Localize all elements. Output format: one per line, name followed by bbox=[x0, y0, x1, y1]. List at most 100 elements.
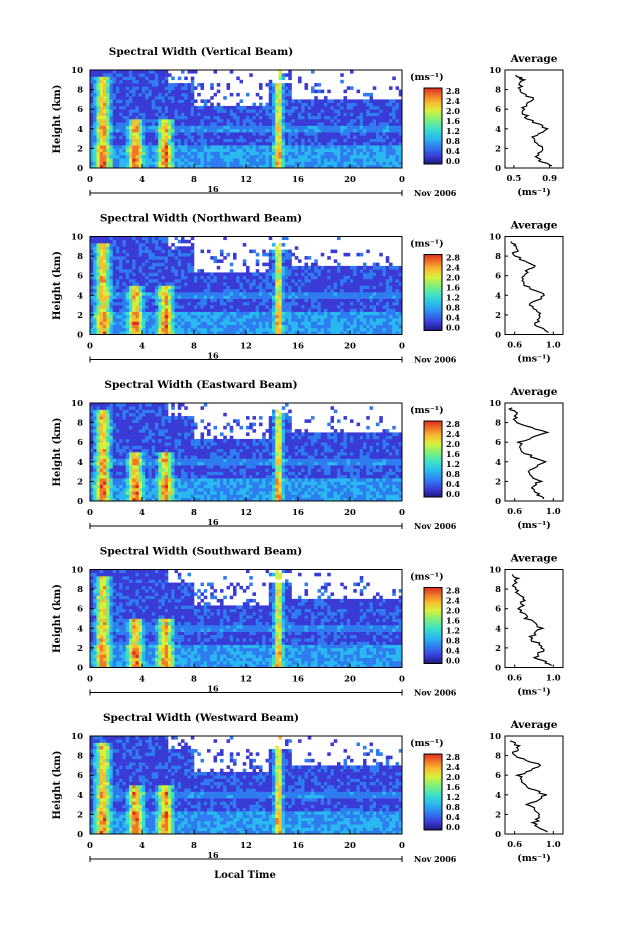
x-tick-label: 0 bbox=[399, 508, 405, 518]
colorbar-unit: (ms⁻¹) bbox=[410, 239, 444, 250]
average-title: Average bbox=[510, 53, 558, 65]
average-y-tick: 0 bbox=[495, 331, 501, 341]
average-frame bbox=[504, 735, 564, 835]
colorbar-tick-label: 2.0 bbox=[446, 273, 460, 283]
colorbar-unit: (ms⁻¹) bbox=[410, 572, 444, 583]
y-tick-label: 2 bbox=[77, 644, 83, 654]
x-tick-label: 0 bbox=[87, 675, 93, 685]
colorbar bbox=[423, 420, 443, 498]
y-tick-label: 4 bbox=[77, 291, 83, 301]
average-title: Average bbox=[510, 220, 558, 232]
y-tick-label: 6 bbox=[77, 438, 83, 448]
x-tick-label: 0 bbox=[87, 508, 93, 518]
average-y-tick: 0 bbox=[495, 664, 501, 674]
colorbar-tick-label: 2.8 bbox=[446, 253, 460, 263]
average-x-tick: 1.0 bbox=[546, 341, 561, 351]
average-y-tick: 6 bbox=[495, 771, 501, 781]
x-tick-label: 16 bbox=[292, 342, 304, 352]
panel-title: Spectral Width (Northward Beam) bbox=[100, 213, 302, 225]
average-unit: (ms⁻¹) bbox=[517, 853, 551, 864]
x-tick-label: 4 bbox=[139, 175, 145, 185]
average-x-tick: 0.6 bbox=[507, 840, 522, 850]
y-tick-label: 8 bbox=[77, 86, 83, 96]
average-x-tick: 0.9 bbox=[542, 174, 557, 184]
colorbar-tick-label: 0.0 bbox=[446, 822, 460, 832]
colorbar-tick-label: 1.2 bbox=[446, 126, 460, 136]
colorbar-tick-label: 0.8 bbox=[446, 802, 460, 812]
average-y-tick: 4 bbox=[495, 458, 501, 468]
average-x-tick: 0.5 bbox=[507, 174, 522, 184]
colorbar-tick-label: 2.4 bbox=[446, 762, 460, 772]
x-tick-label: 16 bbox=[292, 175, 304, 185]
average-profile-line bbox=[509, 740, 548, 833]
y-tick-label: 0 bbox=[77, 164, 83, 174]
average-y-tick: 2 bbox=[495, 644, 501, 654]
average-unit: (ms⁻¹) bbox=[517, 687, 551, 698]
y-tick-label: 4 bbox=[77, 458, 83, 468]
y-tick-label: 6 bbox=[77, 771, 83, 781]
panel-5: Spectral Width (Westward Beam) 0 2 4 6 8 10 Hei… bbox=[52, 712, 564, 864]
colorbar-tick-label: 2.8 bbox=[446, 752, 460, 762]
y-tick-label: 0 bbox=[77, 830, 83, 840]
colorbar-tick-label: 0.0 bbox=[446, 656, 460, 666]
y-tick-label: 2 bbox=[77, 311, 83, 321]
average-x-tick: 0.6 bbox=[507, 674, 522, 684]
x-tick-label: 12 bbox=[240, 342, 252, 352]
y-tick-label: 6 bbox=[77, 105, 83, 115]
x-tick-label: 0 bbox=[399, 841, 405, 851]
x-tick-label: 8 bbox=[191, 508, 197, 518]
heatmap-cells bbox=[90, 736, 403, 835]
x-tick-label: 8 bbox=[191, 675, 197, 685]
average-y-tick: 10 bbox=[489, 399, 501, 409]
average-y-tick: 4 bbox=[495, 624, 501, 634]
average-y-tick: 10 bbox=[489, 566, 501, 576]
x-tick-label: 4 bbox=[139, 675, 145, 685]
panel-2: Spectral Width (Northward Beam) 0 2 4 6 8 10 He… bbox=[52, 213, 564, 365]
day-label: 16 bbox=[207, 850, 219, 860]
colorbar bbox=[423, 587, 443, 664]
average-y-tick: 8 bbox=[495, 86, 501, 96]
average-title: Average bbox=[510, 553, 558, 565]
y-tick-label: 8 bbox=[77, 419, 83, 429]
colorbar-tick-label: 1.6 bbox=[446, 782, 460, 792]
colorbar bbox=[423, 87, 443, 165]
colorbar-tick-label: 0.4 bbox=[446, 646, 460, 656]
average-x-tick: 1.0 bbox=[546, 674, 561, 684]
colorbar-tick-label: 2.0 bbox=[446, 772, 460, 782]
average-y-tick: 10 bbox=[489, 233, 501, 243]
y-tick-label: 0 bbox=[77, 331, 83, 341]
x-tick-label: 16 bbox=[292, 841, 304, 851]
heatmap-cells bbox=[90, 403, 403, 502]
x-tick-label: 20 bbox=[344, 841, 356, 851]
colorbar-tick-label: 0.4 bbox=[446, 479, 460, 489]
x-axis-label: Local Time bbox=[214, 870, 276, 881]
colorbar-tick-label: 2.0 bbox=[446, 606, 460, 616]
average-profile-line bbox=[515, 74, 553, 167]
y-tick-label: 8 bbox=[77, 752, 83, 762]
y-tick-label: 10 bbox=[71, 399, 83, 409]
colorbar-unit: (ms⁻¹) bbox=[410, 405, 444, 416]
day-label: 16 bbox=[207, 684, 219, 694]
day-label: 16 bbox=[207, 184, 219, 194]
x-tick-label: 12 bbox=[240, 508, 252, 518]
y-tick-label: 2 bbox=[77, 144, 83, 154]
x-tick-label: 0 bbox=[399, 175, 405, 185]
panel-title: Spectral Width (Eastward Beam) bbox=[104, 379, 297, 391]
y-tick-label: 10 bbox=[71, 66, 83, 76]
heatmap-cells bbox=[90, 70, 403, 169]
day-label: 16 bbox=[207, 351, 219, 361]
average-x-tick: 1.0 bbox=[546, 507, 561, 517]
colorbar-tick-label: 2.8 bbox=[446, 586, 460, 596]
panel-title: Spectral Width (Westward Beam) bbox=[103, 712, 299, 724]
colorbar-tick-label: 1.2 bbox=[446, 459, 460, 469]
y-tick-label: 0 bbox=[77, 664, 83, 674]
x-tick-label: 4 bbox=[139, 508, 145, 518]
panel-1: Spectral Width (Vertical Beam) 0 2 4 6 8 10 Hei… bbox=[52, 46, 564, 198]
y-tick-label: 2 bbox=[77, 477, 83, 487]
colorbar-unit: (ms⁻¹) bbox=[410, 72, 444, 83]
average-y-tick: 8 bbox=[495, 585, 501, 595]
x-tick-label: 0 bbox=[87, 342, 93, 352]
date-label: Nov 2006 bbox=[414, 188, 457, 198]
x-tick-label: 20 bbox=[344, 342, 356, 352]
